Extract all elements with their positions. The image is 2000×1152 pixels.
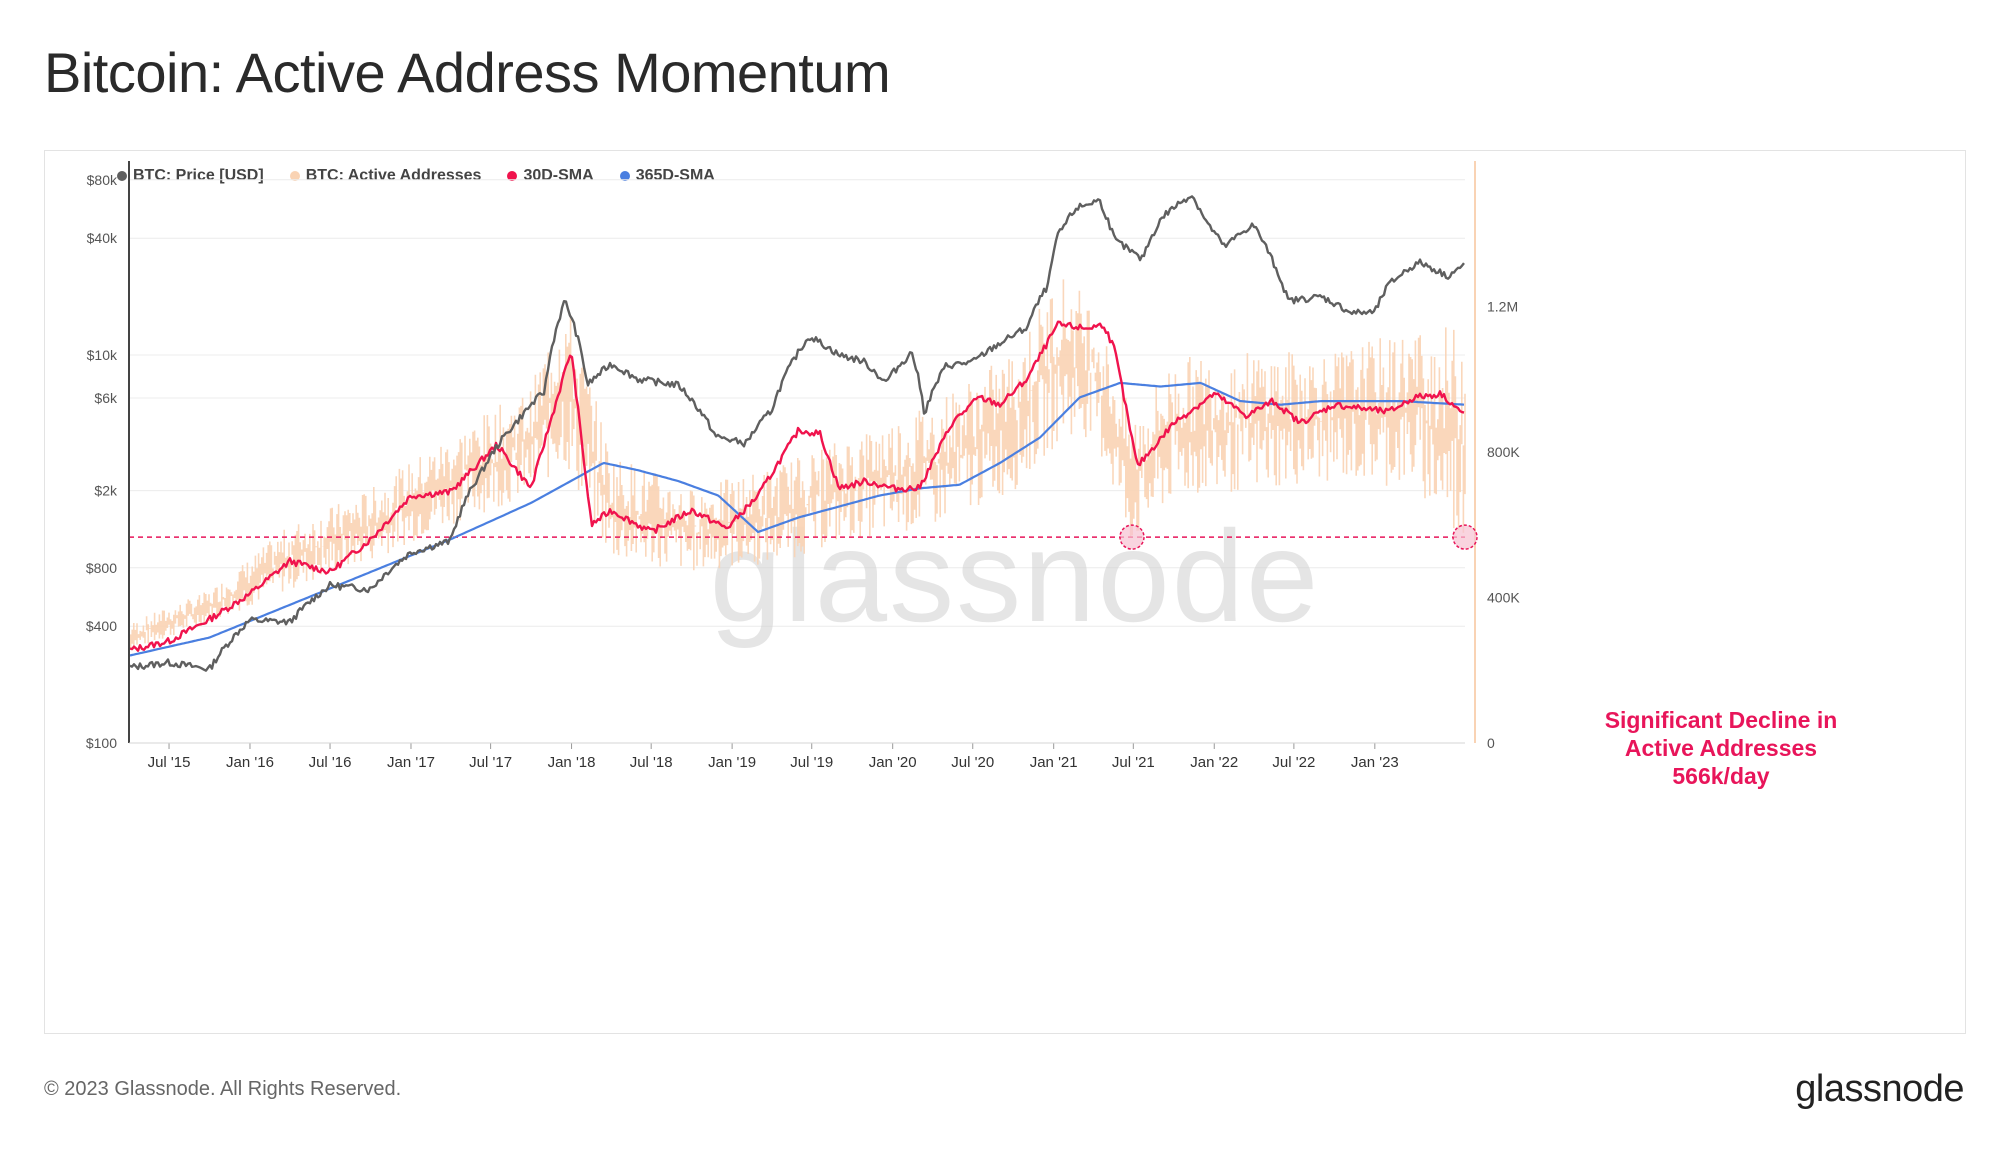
x-tick-label: Jul '18 (630, 754, 673, 771)
footer-brand-logo: glassnode (1795, 1068, 1964, 1110)
chart-svg: glassnode $100 $400 $800 $2k $6k $10k $40k $80k… (86, 161, 1838, 789)
decline-marker (1119, 524, 1145, 550)
y-right-tick-label: 0 (1487, 735, 1495, 751)
y-left-tick-label: $80k (87, 172, 118, 188)
x-tick-label: Jan '16 (226, 754, 274, 771)
axes-group: $100 $400 $800 $2k $6k $10k $40k $80k 0 400K 800K 1… (86, 161, 1520, 771)
chart-frame: BTC: Price [USD] BTC: Active Addresses 3… (44, 150, 1966, 1034)
y-left-tick-label: $40k (87, 230, 118, 246)
legend-dot-30d-sma (507, 171, 518, 181)
annotation-line-2: Active Addresses (1625, 735, 1817, 761)
x-tick-label: Jul '21 (1112, 754, 1155, 771)
footer-copyright: © 2023 Glassnode. All Rights Reserved. (44, 1078, 402, 1100)
y-left-tick-label: $2k (94, 483, 118, 499)
x-tick-label: Jan '23 (1351, 754, 1399, 771)
page-title: Bitcoin: Active Address Momentum (44, 41, 891, 104)
legend-dot-active-addresses (289, 171, 300, 181)
watermark: glassnode (710, 503, 1321, 649)
y-right-tick-label: 1.2M (1487, 299, 1518, 315)
x-tick-label: Jul '16 (309, 754, 352, 771)
series-365d-sma-line (129, 381, 1465, 657)
decline-marker (1452, 524, 1478, 550)
x-tick-label: Jul '20 (951, 754, 994, 771)
y-left-tick-label: $800 (86, 560, 117, 576)
markers-group (1119, 524, 1478, 550)
annotation-line-1: Significant Decline in (1605, 707, 1838, 733)
x-tick-label: Jan '20 (869, 754, 917, 771)
x-tick-label: Jul '22 (1272, 754, 1315, 771)
x-tick-label: Jan '17 (387, 754, 435, 771)
legend-dot-365d-sma (619, 171, 630, 181)
line-series-group (129, 195, 1465, 672)
x-tick-label: Jan '18 (548, 754, 596, 771)
x-tick-label: Jul '17 (469, 754, 512, 771)
y-left-tick-label: $400 (86, 618, 117, 634)
y-left-tick-label: $100 (86, 735, 117, 751)
annotation-line-3: 566k/day (1672, 763, 1769, 789)
legend-dot-price (117, 171, 127, 181)
y-right-tick-label: 400K (1487, 590, 1520, 606)
x-tick-label: Jan '22 (1190, 754, 1238, 771)
x-tick-label: Jan '19 (708, 754, 756, 771)
series-btc-price-line (129, 195, 1465, 672)
y-left-tick-label: $10k (87, 347, 118, 363)
series-30d-sma-line (129, 320, 1465, 652)
x-tick-label: Jul '15 (148, 754, 191, 771)
y-left-tick-label: $6k (94, 390, 118, 406)
x-tick-label: Jan '21 (1030, 754, 1078, 771)
y-right-tick-label: 800K (1487, 444, 1520, 460)
x-tick-label: Jul '19 (790, 754, 833, 771)
